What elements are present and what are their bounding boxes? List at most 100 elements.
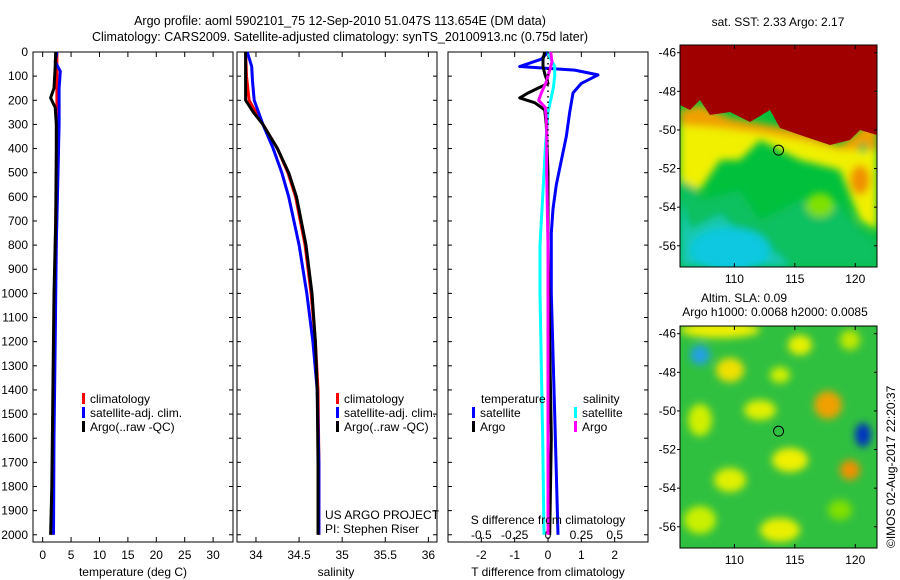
depth-tick-label: 1600: [1, 431, 28, 445]
xtick-label-salinity: 36: [422, 548, 436, 562]
difference-legend-temperature: temperature satellite Argo: [472, 392, 546, 434]
depth-tick-label: 400: [8, 142, 28, 156]
temperature-legend: climatology satellite-adj. clim. Argo(..…: [82, 392, 182, 434]
legend-climatology: climatology: [344, 392, 405, 406]
xtick-label-temperature: 0: [39, 548, 46, 562]
xtick-label-temperature: 25: [178, 548, 192, 562]
xtick-label-temperature: 30: [206, 548, 220, 562]
depth-tick-label: 1300: [1, 359, 28, 373]
title-line-2: Climatology: CARS2009. Satellite-adjuste…: [91, 30, 589, 44]
t-argo-swatch: [472, 421, 475, 432]
legend-climatology: climatology: [90, 392, 151, 406]
legend-t-satellite: satellite: [480, 406, 521, 420]
depth-tick-label: 1200: [1, 335, 28, 349]
x2tick-label: 0: [545, 528, 552, 542]
credit-label: ©IMOS 02-Aug-2017 22:20:37: [884, 385, 898, 548]
sst-map-image: [680, 45, 877, 267]
sst-map-lat-label: -54: [659, 200, 677, 214]
sla-map-image: [680, 326, 877, 548]
series-temperature-satellite-adj-clim-: [52, 51, 62, 535]
sst-map-title: sat. SST: 2.33 Argo: 2.17: [711, 15, 845, 29]
s-satellite-swatch: [574, 407, 577, 418]
pi-label: PI: Stephen Riser: [325, 522, 420, 536]
argo-swatch: [82, 421, 85, 432]
sla-map-lat-label: -54: [659, 481, 677, 495]
xtick-label-difference: -2: [476, 548, 487, 562]
xtick-label-difference: -1: [509, 548, 520, 562]
satellite-swatch: [336, 407, 339, 418]
series-temperature-argo: [49, 51, 58, 535]
argo-swatch: [336, 421, 339, 432]
x2tick-label: -0.5: [471, 528, 492, 542]
legend-s-argo: Argo: [582, 420, 608, 434]
series-salinity-satellite-adj-clim-: [245, 51, 321, 535]
sla-map-lon-label: 110: [725, 553, 744, 567]
sst-map-lat-label: -48: [659, 84, 677, 98]
series-difference-t-satellite: [518, 50, 600, 535]
series-salinity-argo: [244, 52, 320, 535]
depth-tick-label: 900: [8, 262, 28, 276]
x2tick-label: -0.25: [501, 528, 529, 542]
title-line-1: Argo profile: aoml 5902101_75 12-Sep-201…: [134, 14, 546, 28]
sst-map-float-position-marker: [773, 144, 785, 156]
depth-tick-label: 200: [8, 93, 28, 107]
satellite-swatch: [82, 407, 85, 418]
xtick-label-difference: 0: [545, 548, 552, 562]
sla-map-float-position-marker: [773, 425, 785, 437]
s-argo-swatch: [574, 421, 577, 432]
sla-map-lat-label: -48: [659, 365, 677, 379]
sla-map-lat-label: -46: [659, 327, 677, 341]
sst-map-lon-label: 120: [845, 272, 865, 286]
sla-map-lat-label: -50: [659, 404, 677, 418]
depth-tick-label: 2000: [1, 528, 28, 542]
salinity-legend: climatology satellite-adj. clim. Argo(..…: [336, 392, 436, 434]
xtick-label-salinity: 35.5: [374, 548, 398, 562]
panel-frame-salinity: [236, 51, 438, 543]
xtick-label-salinity: 34.5: [287, 548, 311, 562]
xtick-label-difference: 2: [611, 548, 618, 562]
series-difference-s-argo: [537, 51, 554, 535]
difference-legend-salinity: salinity satellite Argo: [574, 392, 623, 434]
t-satellite-swatch: [472, 407, 475, 418]
climatology-swatch: [336, 393, 339, 404]
sla-map-lat-label: -56: [659, 520, 677, 534]
depth-tick-label: 1400: [1, 383, 28, 397]
x2tick-label: 0.25: [570, 528, 594, 542]
depth-tick-label: 300: [8, 117, 28, 131]
t-difference-xlabel: T difference from climatology: [471, 565, 625, 579]
legend-satellite: satellite-adj. clim.: [344, 406, 437, 420]
depth-tick-label: 1800: [1, 479, 28, 493]
panel-frame-temperature: [32, 51, 234, 543]
depth-tick-label: 700: [8, 214, 28, 228]
depth-tick-label: 1000: [1, 286, 28, 300]
xtick-label-salinity: 35: [335, 548, 349, 562]
s-difference-xlabel: S difference from climatology: [470, 513, 626, 527]
sst-map-frame: [679, 44, 878, 268]
xtick-label-difference: 1: [578, 548, 585, 562]
depth-tick-label: 1100: [2, 311, 28, 325]
project-label: US ARGO PROJECT: [325, 508, 440, 522]
legend-argo: Argo(..raw -QC): [90, 420, 175, 434]
sst-map-lat-label: -56: [659, 239, 677, 253]
depth-tick-label: 0: [21, 45, 28, 59]
xtick-label-temperature: 20: [150, 548, 164, 562]
temperature-xlabel: temperature (deg C): [78, 565, 188, 579]
sst-map-lat-label: -46: [659, 46, 677, 60]
depth-tick-label: 600: [8, 190, 28, 204]
sst-map-lon-label: 110: [725, 272, 744, 286]
sst-map-lat-label: -52: [659, 162, 677, 176]
salinity-xlabel: salinity: [317, 565, 355, 579]
legend-t-argo: Argo: [480, 420, 506, 434]
climatology-swatch: [82, 393, 85, 404]
sla-map-lon-label: 120: [845, 553, 865, 567]
xtick-label-salinity: 34: [249, 548, 263, 562]
sla-map-title: Altim. SLA: 0.09: [700, 291, 788, 305]
legend-s-satellite: satellite: [582, 406, 623, 420]
legend-argo: Argo(..raw -QC): [344, 420, 429, 434]
legend-salinity-heading: salinity: [583, 392, 620, 406]
sla-map-lon-label: 115: [785, 553, 804, 567]
depth-tick-label: 1700: [1, 455, 28, 469]
legend-temperature-heading: temperature: [481, 392, 546, 406]
depth-tick-label: 100: [8, 69, 28, 83]
xtick-label-temperature: 10: [93, 548, 107, 562]
